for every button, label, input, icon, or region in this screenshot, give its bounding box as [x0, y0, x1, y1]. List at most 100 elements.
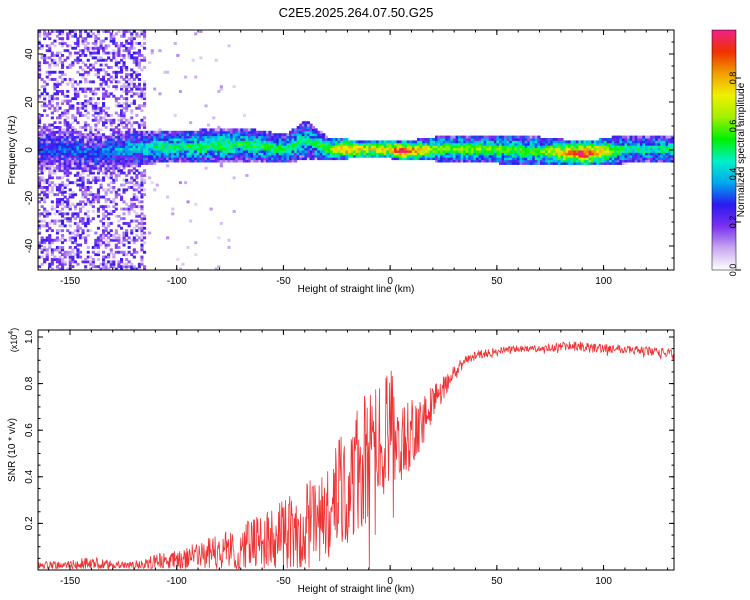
spectrogram-cell	[455, 147, 459, 151]
spectrogram-cell	[140, 195, 144, 199]
spectrogram-cell	[219, 164, 223, 168]
spectrogram-cell	[158, 92, 162, 96]
spectrogram-cell	[53, 183, 57, 187]
spectrogram-cell	[573, 162, 577, 165]
spectrogram-cell	[519, 142, 523, 146]
spectrogram-cell	[586, 142, 590, 146]
spectrogram-cell	[291, 150, 295, 153]
spectrogram-cell	[99, 152, 103, 156]
spectrogram-cell	[84, 166, 88, 170]
spectrogram-cell	[153, 150, 157, 153]
spectrogram-cell	[76, 56, 80, 60]
spectrogram-cell	[248, 147, 252, 151]
spectrogram-cell	[96, 140, 100, 144]
spectrogram-cell	[96, 188, 100, 192]
spectrogram-cell	[140, 157, 144, 161]
spectrogram-cell	[135, 205, 139, 209]
spectrogram-cell	[314, 152, 318, 156]
spectrogram-cell	[61, 267, 65, 270]
spectrogram-cell	[634, 142, 638, 146]
spectrogram-cell	[637, 138, 641, 141]
spectrogram-cell	[99, 109, 103, 113]
spectrogram-cell	[442, 140, 446, 144]
spectrogram-cell	[107, 255, 111, 259]
spectrogram-cell	[130, 82, 134, 86]
spectrogram-cell	[209, 142, 213, 146]
spectrogram-cell	[332, 154, 336, 158]
spectrogram-cell	[143, 145, 147, 149]
spectrogram-cell	[194, 32, 198, 36]
spectrogram-cell	[137, 147, 141, 151]
spectrogram-cell	[109, 238, 113, 242]
spectrogram-cell	[458, 145, 462, 149]
spectrogram-cell	[435, 147, 439, 151]
spectrogram-cell	[312, 128, 316, 132]
spectrogram-cell	[166, 130, 170, 134]
spectrogram-cell	[496, 147, 500, 151]
spectrogram-cell	[199, 135, 203, 139]
spectrogram-cell	[209, 150, 213, 153]
spectrogram-cell	[55, 198, 59, 201]
spectrogram-cell	[40, 250, 44, 254]
spectrogram-cell	[66, 147, 70, 151]
spectrogram-cell	[506, 147, 510, 151]
spectrogram-cell	[419, 145, 423, 149]
spectrogram-cell	[63, 142, 67, 146]
spectrogram-cell	[619, 145, 623, 149]
spectrogram-cell	[458, 147, 462, 151]
spectrogram-cell	[102, 176, 106, 180]
spectrogram-cell	[81, 145, 85, 149]
spectrogram-cell	[178, 133, 182, 137]
spectrogram-cell	[634, 150, 638, 153]
spectrogram-cell	[143, 66, 147, 69]
spectrogram-cell	[647, 157, 651, 161]
spectrogram-cell	[621, 138, 625, 141]
spectrogram-cell	[137, 66, 141, 69]
spectrogram-cell	[38, 61, 42, 65]
spectrogram-cell	[89, 190, 93, 194]
spectrogram-cell	[140, 231, 144, 235]
spectrogram-cell	[107, 66, 111, 69]
spectrogram-cell	[120, 116, 124, 120]
spectrogram-cell	[127, 207, 131, 211]
spectrogram-cell	[130, 145, 134, 149]
spectrogram-cell	[81, 37, 85, 41]
spectrogram-cell	[452, 147, 456, 151]
spectrogram-cell	[514, 159, 518, 163]
spectrogram-cell	[96, 135, 100, 139]
spectrogram-cell	[132, 145, 136, 149]
spectrogram-cell	[61, 164, 65, 168]
spectrogram-cell	[570, 157, 574, 161]
spectrogram-cell	[593, 150, 597, 153]
spectrogram-cell	[263, 138, 267, 141]
spectrogram-cell	[386, 145, 390, 149]
spectrogram-cell	[171, 159, 175, 163]
spectrogram-cell	[291, 135, 295, 139]
spectrogram-cell	[48, 66, 52, 69]
spectrogram-cell	[114, 157, 118, 161]
spectrogram-cell	[401, 150, 405, 153]
spectrogram-cell	[91, 106, 95, 110]
spectrogram-cell	[89, 152, 93, 156]
spectrogram-cell	[232, 210, 236, 213]
spectrogram-cell	[652, 147, 656, 151]
spectrogram-cell	[55, 210, 59, 213]
spectrogram-cell	[166, 154, 170, 158]
spectrogram-cell	[296, 128, 300, 132]
spectrogram-cell	[71, 140, 75, 144]
spectrogram-cell	[122, 212, 126, 216]
spectrogram-cell	[232, 147, 236, 151]
spectrogram-cell	[388, 140, 392, 144]
spectrogram-cell	[199, 30, 203, 33]
spectrogram-cell	[212, 152, 216, 156]
spectrogram-cell	[524, 162, 528, 165]
spectrogram-cell	[532, 145, 536, 149]
spectrogram-cell	[168, 145, 172, 149]
spectrogram-cell	[306, 133, 310, 137]
spectrogram-cell	[186, 130, 190, 134]
spectrogram-cell	[301, 150, 305, 153]
spectrogram-cell	[143, 56, 147, 60]
spectrogram-cell	[117, 118, 121, 122]
spectrogram-cell	[130, 90, 134, 93]
spectrogram-cell	[102, 231, 106, 235]
